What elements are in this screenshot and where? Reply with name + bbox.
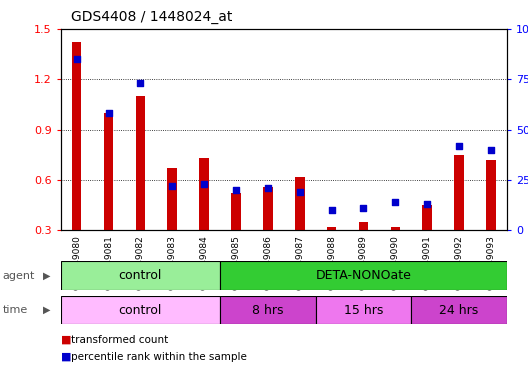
Point bbox=[232, 187, 240, 193]
Point bbox=[391, 199, 400, 205]
Bar bbox=[327, 227, 336, 230]
Bar bbox=[391, 227, 400, 230]
Bar bbox=[231, 194, 241, 230]
Bar bbox=[359, 222, 368, 230]
Text: 24 hrs: 24 hrs bbox=[439, 304, 479, 316]
Bar bbox=[411, 296, 507, 324]
Bar bbox=[220, 261, 507, 290]
Point bbox=[296, 189, 304, 195]
Bar bbox=[486, 160, 496, 230]
Bar bbox=[295, 177, 305, 230]
Point bbox=[72, 56, 81, 62]
Text: GDS4408 / 1448024_at: GDS4408 / 1448024_at bbox=[71, 10, 233, 23]
Point bbox=[105, 111, 113, 117]
Bar bbox=[61, 296, 220, 324]
Text: percentile rank within the sample: percentile rank within the sample bbox=[71, 352, 247, 362]
Text: DETA-NONOate: DETA-NONOate bbox=[316, 269, 411, 282]
Bar bbox=[61, 261, 220, 290]
Text: time: time bbox=[3, 305, 28, 315]
Point bbox=[359, 205, 367, 211]
Bar bbox=[167, 168, 177, 230]
Point bbox=[136, 80, 145, 86]
Text: ▶: ▶ bbox=[43, 305, 50, 315]
Point bbox=[263, 185, 272, 191]
Text: 8 hrs: 8 hrs bbox=[252, 304, 284, 316]
Bar bbox=[220, 296, 316, 324]
Bar bbox=[454, 155, 464, 230]
Text: 15 hrs: 15 hrs bbox=[344, 304, 383, 316]
Text: agent: agent bbox=[3, 270, 35, 281]
Point bbox=[455, 142, 463, 149]
Bar bbox=[72, 42, 81, 230]
Text: ■: ■ bbox=[61, 335, 71, 345]
Bar bbox=[316, 296, 411, 324]
Bar bbox=[263, 187, 272, 230]
Text: control: control bbox=[119, 269, 162, 282]
Point bbox=[487, 147, 495, 153]
Point bbox=[423, 201, 431, 207]
Point bbox=[327, 207, 336, 214]
Point bbox=[200, 181, 209, 187]
Text: ■: ■ bbox=[61, 352, 71, 362]
Text: control: control bbox=[119, 304, 162, 316]
Text: ▶: ▶ bbox=[43, 270, 50, 281]
Bar bbox=[103, 113, 114, 230]
Bar bbox=[136, 96, 145, 230]
Bar bbox=[422, 205, 432, 230]
Point bbox=[168, 183, 176, 189]
Bar bbox=[200, 158, 209, 230]
Text: transformed count: transformed count bbox=[71, 335, 168, 345]
